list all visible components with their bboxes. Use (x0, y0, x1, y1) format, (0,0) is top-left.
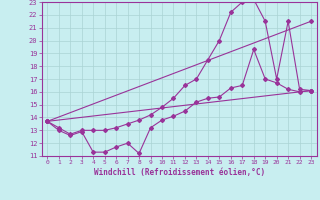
X-axis label: Windchill (Refroidissement éolien,°C): Windchill (Refroidissement éolien,°C) (94, 168, 265, 177)
